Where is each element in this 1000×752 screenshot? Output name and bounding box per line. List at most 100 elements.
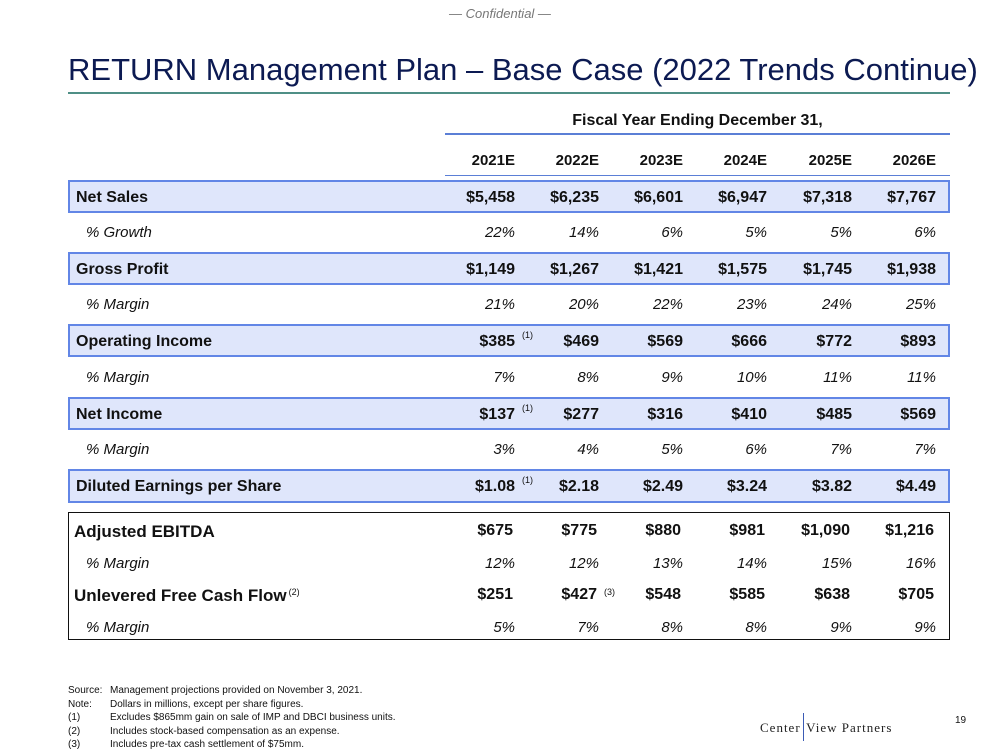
cell-2025: 5% [830,224,852,241]
cell-2024: $3.24 [726,478,767,495]
fiscal-year-header: Fiscal Year Ending December 31, [572,112,823,129]
cell-2026: $1,938 [887,261,936,278]
cell-2023: $316 [647,406,683,423]
footnote-text: Includes stock-based compensation as an … [110,725,340,737]
cell-2026: 9% [914,619,936,636]
footnote-marker: (1) [522,330,533,340]
cell-2022: 4% [577,441,599,458]
cell-2026: $705 [898,586,934,603]
cell-2021: $137 [479,406,515,423]
footnote-marker: (1) [522,475,533,485]
cell-2021: 22% [484,224,515,241]
cell-2026: 7% [914,441,936,458]
row-gross-margin: % Margin 21% 20% 22% 23% 24% 25% [68,296,950,318]
cell-2022: 12% [568,555,599,572]
footnote-marker: (2) [288,587,300,597]
footnote-key: Note: [68,698,92,710]
cell-2022: 14% [568,224,599,241]
cell-2021: $1.08 [474,478,515,495]
footnote-key: (3) [68,739,81,750]
cell-2023: 8% [661,619,683,636]
footnote-3: (3) Includes pre-tax cash settlement of … [68,738,668,752]
row-net-income: Net Income $137 (1) $277 $316 $410 $485 … [68,397,950,430]
row-label: Unlevered Free Cash Flow (2) [74,586,300,606]
cell-2025: 7% [830,441,852,458]
logo-divider [802,713,805,741]
year-header-2021: 2021E [471,152,515,169]
row-diluted-eps: Diluted Earnings per Share $1.08 (1) $2.… [68,469,950,503]
cell-2024: $410 [731,406,767,423]
year-header-row: 2021E 2022E 2023E 2024E 2025E 2026E [445,152,950,172]
row-label: Net Income [76,406,163,423]
footnote-2: (2) Includes stock-based compensation as… [68,725,668,739]
cell-2021: 3% [493,441,515,458]
footnote-text: Excludes $865mm gain on sale of IMP and … [110,712,396,723]
cell-2023: 5% [661,441,683,458]
row-label: % Margin [86,296,150,313]
row-adjusted-ebitda: Adjusted EBITDA $675 $775 $880 $981 $1,0… [68,522,950,544]
cell-2023: $1,421 [634,261,683,278]
cell-2024: 5% [745,224,767,241]
cell-2021: $1,149 [466,261,515,278]
footnote-1: (1) Excludes $865mm gain on sale of IMP … [68,711,668,725]
row-label: % Margin [86,369,150,386]
year-header-divider [445,175,950,176]
row-gross-profit: Gross Profit $1,149 $1,267 $1,421 $1,575… [68,252,950,285]
row-fcf-margin: % Margin 5% 7% 8% 8% 9% 9% [68,619,950,641]
cell-2024: 8% [745,619,767,636]
cell-2023: 6% [661,224,683,241]
cell-2023: $880 [645,522,681,539]
footnotes: Source: Management projections provided … [68,684,668,752]
cell-2025: 11% [823,369,852,386]
fiscal-year-divider [445,133,950,135]
footnote-marker: (1) [522,403,533,413]
cell-2026: 6% [914,224,936,241]
cell-2024: 10% [736,369,767,386]
row-label: % Growth [86,224,152,241]
cell-2025: $3.82 [811,478,852,495]
cell-2025: 15% [821,555,852,572]
cell-2025: $638 [814,586,850,603]
cell-2023: $2.49 [642,478,683,495]
cell-2025: $7,318 [803,189,852,206]
year-header-2026: 2026E [892,152,936,169]
footnote-marker: (3) [604,587,615,597]
cell-2022: 20% [568,296,599,313]
row-growth: % Growth 22% 14% 6% 5% 5% 6% [68,224,950,246]
cell-2023: $569 [647,333,683,350]
footnote-key: (1) [68,712,81,723]
row-net-sales: Net Sales $5,458 $6,235 $6,601 $6,947 $7… [68,180,950,213]
cell-2026: $893 [900,333,936,350]
title-divider [68,92,950,94]
cell-2021: $5,458 [466,189,515,206]
footnote-text: Dollars in millions, except per share fi… [110,698,304,710]
year-header-2022: 2022E [555,152,599,169]
cell-2024: $6,947 [718,189,767,206]
cell-2025: $1,745 [803,261,852,278]
cell-2021: 7% [493,369,515,386]
row-label: % Margin [86,555,150,572]
cell-2021: $385 [479,333,515,350]
cell-2024: $981 [729,522,765,539]
cell-2025: $1,090 [801,522,850,539]
cell-2022: $1,267 [550,261,599,278]
row-label: Net Sales [76,189,149,206]
cell-2025: 24% [821,296,852,313]
row-label: Gross Profit [76,261,169,278]
footnote-key: (2) [68,725,81,737]
cell-2024: $1,575 [718,261,767,278]
cell-2023: $6,601 [634,189,683,206]
confidential-label: — Confidential — [449,6,551,21]
footnote-source: Source: Management projections provided … [68,684,668,698]
page-number: 19 [955,715,967,726]
cell-2026: 16% [905,555,936,572]
year-header-2025: 2025E [808,152,852,169]
row-label-text: Unlevered Free Cash Flow [74,586,287,605]
row-unlevered-fcf: Unlevered Free Cash Flow (2) $251 $427 (3… [68,586,950,608]
cell-2026: $4.49 [895,478,936,495]
row-label: Operating Income [76,333,213,350]
cell-2022: $775 [561,522,597,539]
footnote-text: Management projections provided on Novem… [110,685,363,696]
cell-2021: $675 [477,522,513,539]
cell-2026: $7,767 [887,189,936,206]
